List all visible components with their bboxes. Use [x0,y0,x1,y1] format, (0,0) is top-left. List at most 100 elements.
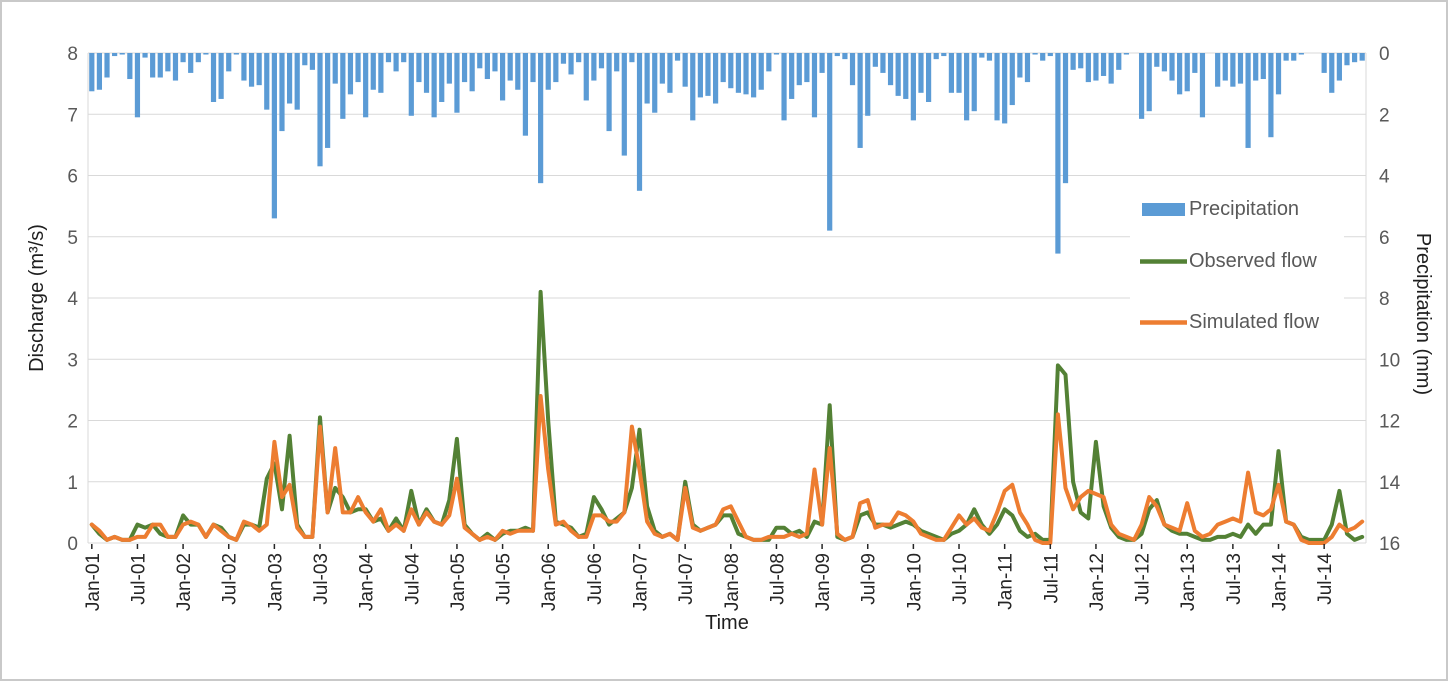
precipitation-bar [1177,53,1183,95]
precipitation-bar [781,53,787,121]
precipitation-bar [804,53,810,83]
precipitation-bar [385,53,392,63]
y-right-tick-label: 0 [1379,44,1390,65]
precipitation-bar [96,53,103,90]
y-left-tick-label: 6 [67,167,78,188]
legend-swatch-precipitation [1142,203,1185,216]
precipitation-bar [203,53,209,55]
precipitation-bar [941,53,947,57]
precipitation-bar [408,53,414,116]
legend-label-observed-flow: Observed flow [1189,250,1317,272]
precipitation-bar [294,53,300,110]
precipitation-bar [1344,53,1350,66]
precipitation-bar [431,53,437,118]
precipitation-bar [766,53,772,72]
precipitation-bar [104,53,110,78]
precipitation-bar [583,53,589,101]
precipitation-bar [560,53,567,64]
precipitation-bar [872,53,878,67]
precipitation-bar [210,53,217,102]
precipitation-bar [751,53,757,98]
precipitation-bar [705,53,711,96]
x-tick-label: Jul-01 [128,553,149,605]
precipitation-bar [134,53,141,118]
precipitation-bar [1009,53,1015,106]
precipitation-bar [332,53,338,84]
precipitation-bar [355,53,361,83]
precipitation-bar [568,53,574,75]
precipitation-bar [819,53,825,73]
precipitation-bar [446,53,452,84]
x-tick-label: Jul-06 [585,553,606,605]
precipitation-bar [773,53,780,55]
precipitation-bar [598,53,605,69]
precipitation-bar [636,53,643,191]
precipitation-bar [188,53,194,73]
precipitation-bar [416,53,422,83]
precipitation-bar [720,53,726,83]
x-tick-label: Jan-03 [265,553,286,611]
precipitation-bar [1321,53,1327,73]
precipitation-bar [370,53,376,90]
precipitation-bar [925,53,932,102]
precipitation-bar [309,53,316,70]
precipitation-bar [1085,53,1091,83]
precipitation-bar [165,53,171,72]
precipitation-bar [1222,53,1228,81]
precipitation-bar [903,53,909,99]
x-tick-label: Jul-03 [311,553,332,605]
precipitation-bar [614,53,620,72]
precipitation-bar [1169,53,1175,81]
precipitation-bar [591,53,597,81]
precipitation-bar [112,53,118,57]
precipitation-bar [621,53,627,156]
precipitation-bar [1230,53,1236,87]
precipitation-bar [697,53,703,98]
x-tick-label: Jan-09 [813,553,834,611]
precipitation-bar [659,53,665,84]
precipitation-bar [1024,53,1031,83]
precipitation-bar [1260,53,1266,80]
precipitation-bar [264,53,270,110]
precipitation-bar [880,53,886,73]
y-right-tick-label: 4 [1379,167,1390,188]
x-tick-label: Jan-12 [1087,553,1108,611]
precipitation-bar [279,53,285,132]
precipitation-bar [530,53,536,83]
legend-label-precipitation: Precipitation [1189,198,1300,220]
precipitation-bar [1215,53,1221,87]
precipitation-bar [827,53,833,231]
precipitation-bar [1336,53,1342,81]
precipitation-bar [629,53,635,63]
precipitation-bar [393,53,399,72]
x-tick-label: Jul-14 [1315,553,1336,605]
precipitation-bar [454,53,460,113]
precipitation-bar [1253,53,1259,81]
precipitation-bar [728,53,734,89]
x-tick-label: Jul-08 [767,553,788,605]
x-tick-label: Jul-07 [676,553,697,605]
x-tick-label: Jul-05 [494,553,515,605]
precipitation-bar [401,53,407,63]
precipitation-bar [606,53,612,132]
precipitation-bar [218,53,224,99]
x-axis-title-time: Time [705,612,749,634]
precipitation-bar [1275,53,1282,95]
precipitation-bar [743,53,749,95]
precipitation-bar [1329,53,1335,93]
precipitation-bar [644,53,650,104]
x-tick-label: Jan-07 [631,553,652,611]
precipitation-bar [1283,53,1289,61]
precipitation-bar [492,53,498,72]
precipitation-bar [302,53,308,66]
precipitation-bar [423,53,430,93]
precipitation-bar [119,53,125,55]
y-left-tick-label: 7 [67,105,78,126]
y-axis-title-precipitation: Precipitation (mm) [1412,232,1434,396]
precipitation-bar [1359,53,1365,61]
precipitation-bar [515,53,521,90]
precipitation-bar [553,53,559,83]
precipitation-bar [1138,53,1145,119]
precipitation-bar [325,53,331,148]
